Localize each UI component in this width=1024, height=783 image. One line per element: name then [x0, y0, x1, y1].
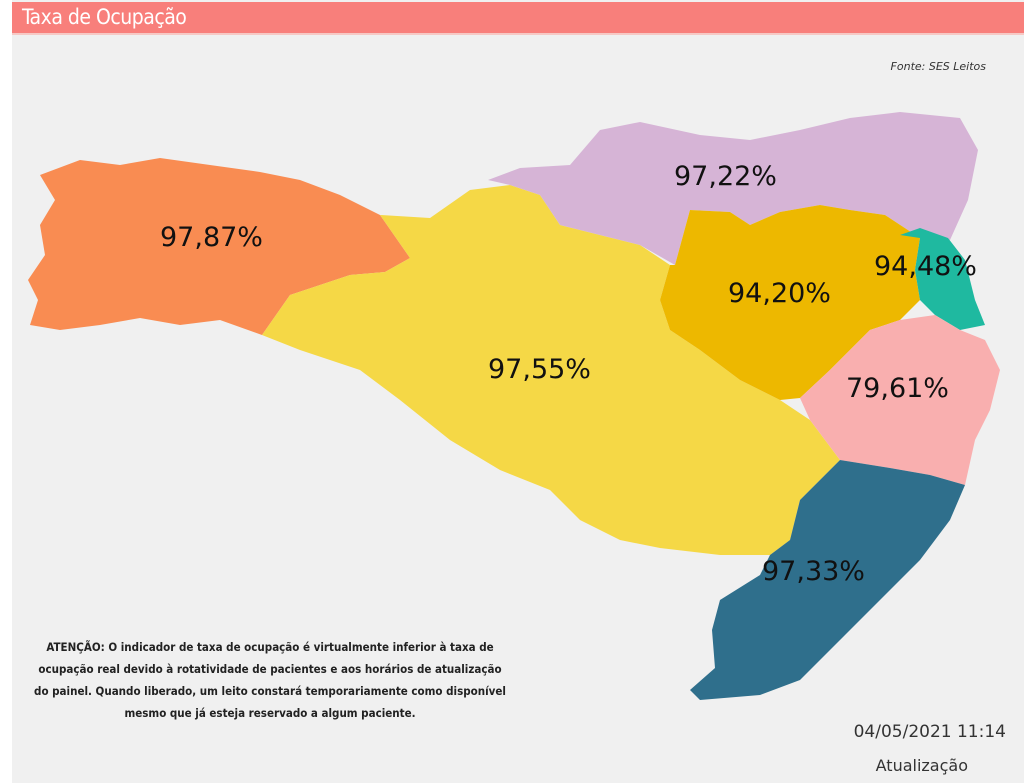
label-meio-oeste-serra: 97,55%: [488, 354, 591, 385]
label-oeste: 97,87%: [160, 222, 263, 253]
label-norte: 97,22%: [674, 161, 777, 192]
header-bar: Taxa de Ocupação: [12, 2, 1024, 35]
update-label: Atualização: [875, 756, 968, 775]
attention-notice: ATENÇÃO: O indicador de taxa de ocupação…: [34, 640, 506, 720]
label-foz-itajai: 94,48%: [874, 251, 977, 282]
page-title: Taxa de Ocupação: [22, 5, 187, 29]
source-label: Fonte: SES Leitos: [890, 60, 986, 73]
region-grande-florianopolis[interactable]: [800, 315, 1000, 485]
region-norte[interactable]: [488, 112, 978, 265]
update-datetime: 04/05/2021 11:14: [853, 722, 1006, 742]
label-vale-itajai: 94,20%: [728, 278, 831, 309]
region-meio-oeste-serra[interactable]: [262, 185, 840, 555]
region-vale-itajai[interactable]: [660, 205, 920, 400]
region-oeste[interactable]: [28, 158, 410, 335]
region-foz-itajai[interactable]: [900, 228, 985, 330]
region-sul[interactable]: [690, 460, 965, 700]
label-grande-florianopolis: 79,61%: [846, 373, 949, 404]
label-sul: 97,33%: [762, 556, 865, 587]
